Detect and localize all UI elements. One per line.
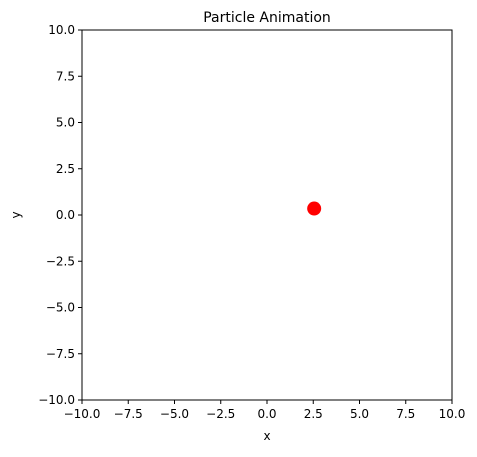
y-tick-label: −7.5 — [46, 347, 75, 361]
x-tick-label: −10.0 — [64, 407, 101, 421]
y-tick-label: −2.5 — [46, 254, 75, 268]
y-axis-ticks: −10.0 −7.5 −5.0 −2.5 0.0 2.5 5.0 7.5 10.0 — [38, 23, 82, 407]
y-tick-label: 2.5 — [56, 162, 75, 176]
y-tick-label: −5.0 — [46, 301, 75, 315]
x-tick-label: −5.0 — [160, 407, 189, 421]
x-tick-label: −2.5 — [206, 407, 235, 421]
data-points — [307, 201, 322, 216]
plot-area-frame — [81, 29, 453, 401]
y-tick-label: −10.0 — [38, 393, 75, 407]
chart-title: Particle Animation — [203, 10, 331, 26]
y-axis-label: y — [9, 211, 23, 218]
x-tick-label: 5.0 — [350, 407, 369, 421]
y-tick-label: 7.5 — [56, 69, 75, 83]
y-tick-label: 0.0 — [56, 208, 75, 222]
x-tick-label: 0.0 — [257, 407, 276, 421]
x-tick-label: 10.0 — [439, 407, 466, 421]
particle-point — [307, 201, 322, 216]
x-axis-label: x — [263, 429, 270, 443]
y-tick-label: 5.0 — [56, 116, 75, 130]
x-tick-label: 7.5 — [396, 407, 415, 421]
x-tick-label: −7.5 — [114, 407, 143, 421]
x-tick-label: 2.5 — [304, 407, 323, 421]
y-tick-label: 10.0 — [48, 23, 75, 37]
x-axis-ticks: −10.0 −7.5 −5.0 −2.5 0.0 2.5 5.0 7.5 10.0 — [64, 400, 466, 421]
